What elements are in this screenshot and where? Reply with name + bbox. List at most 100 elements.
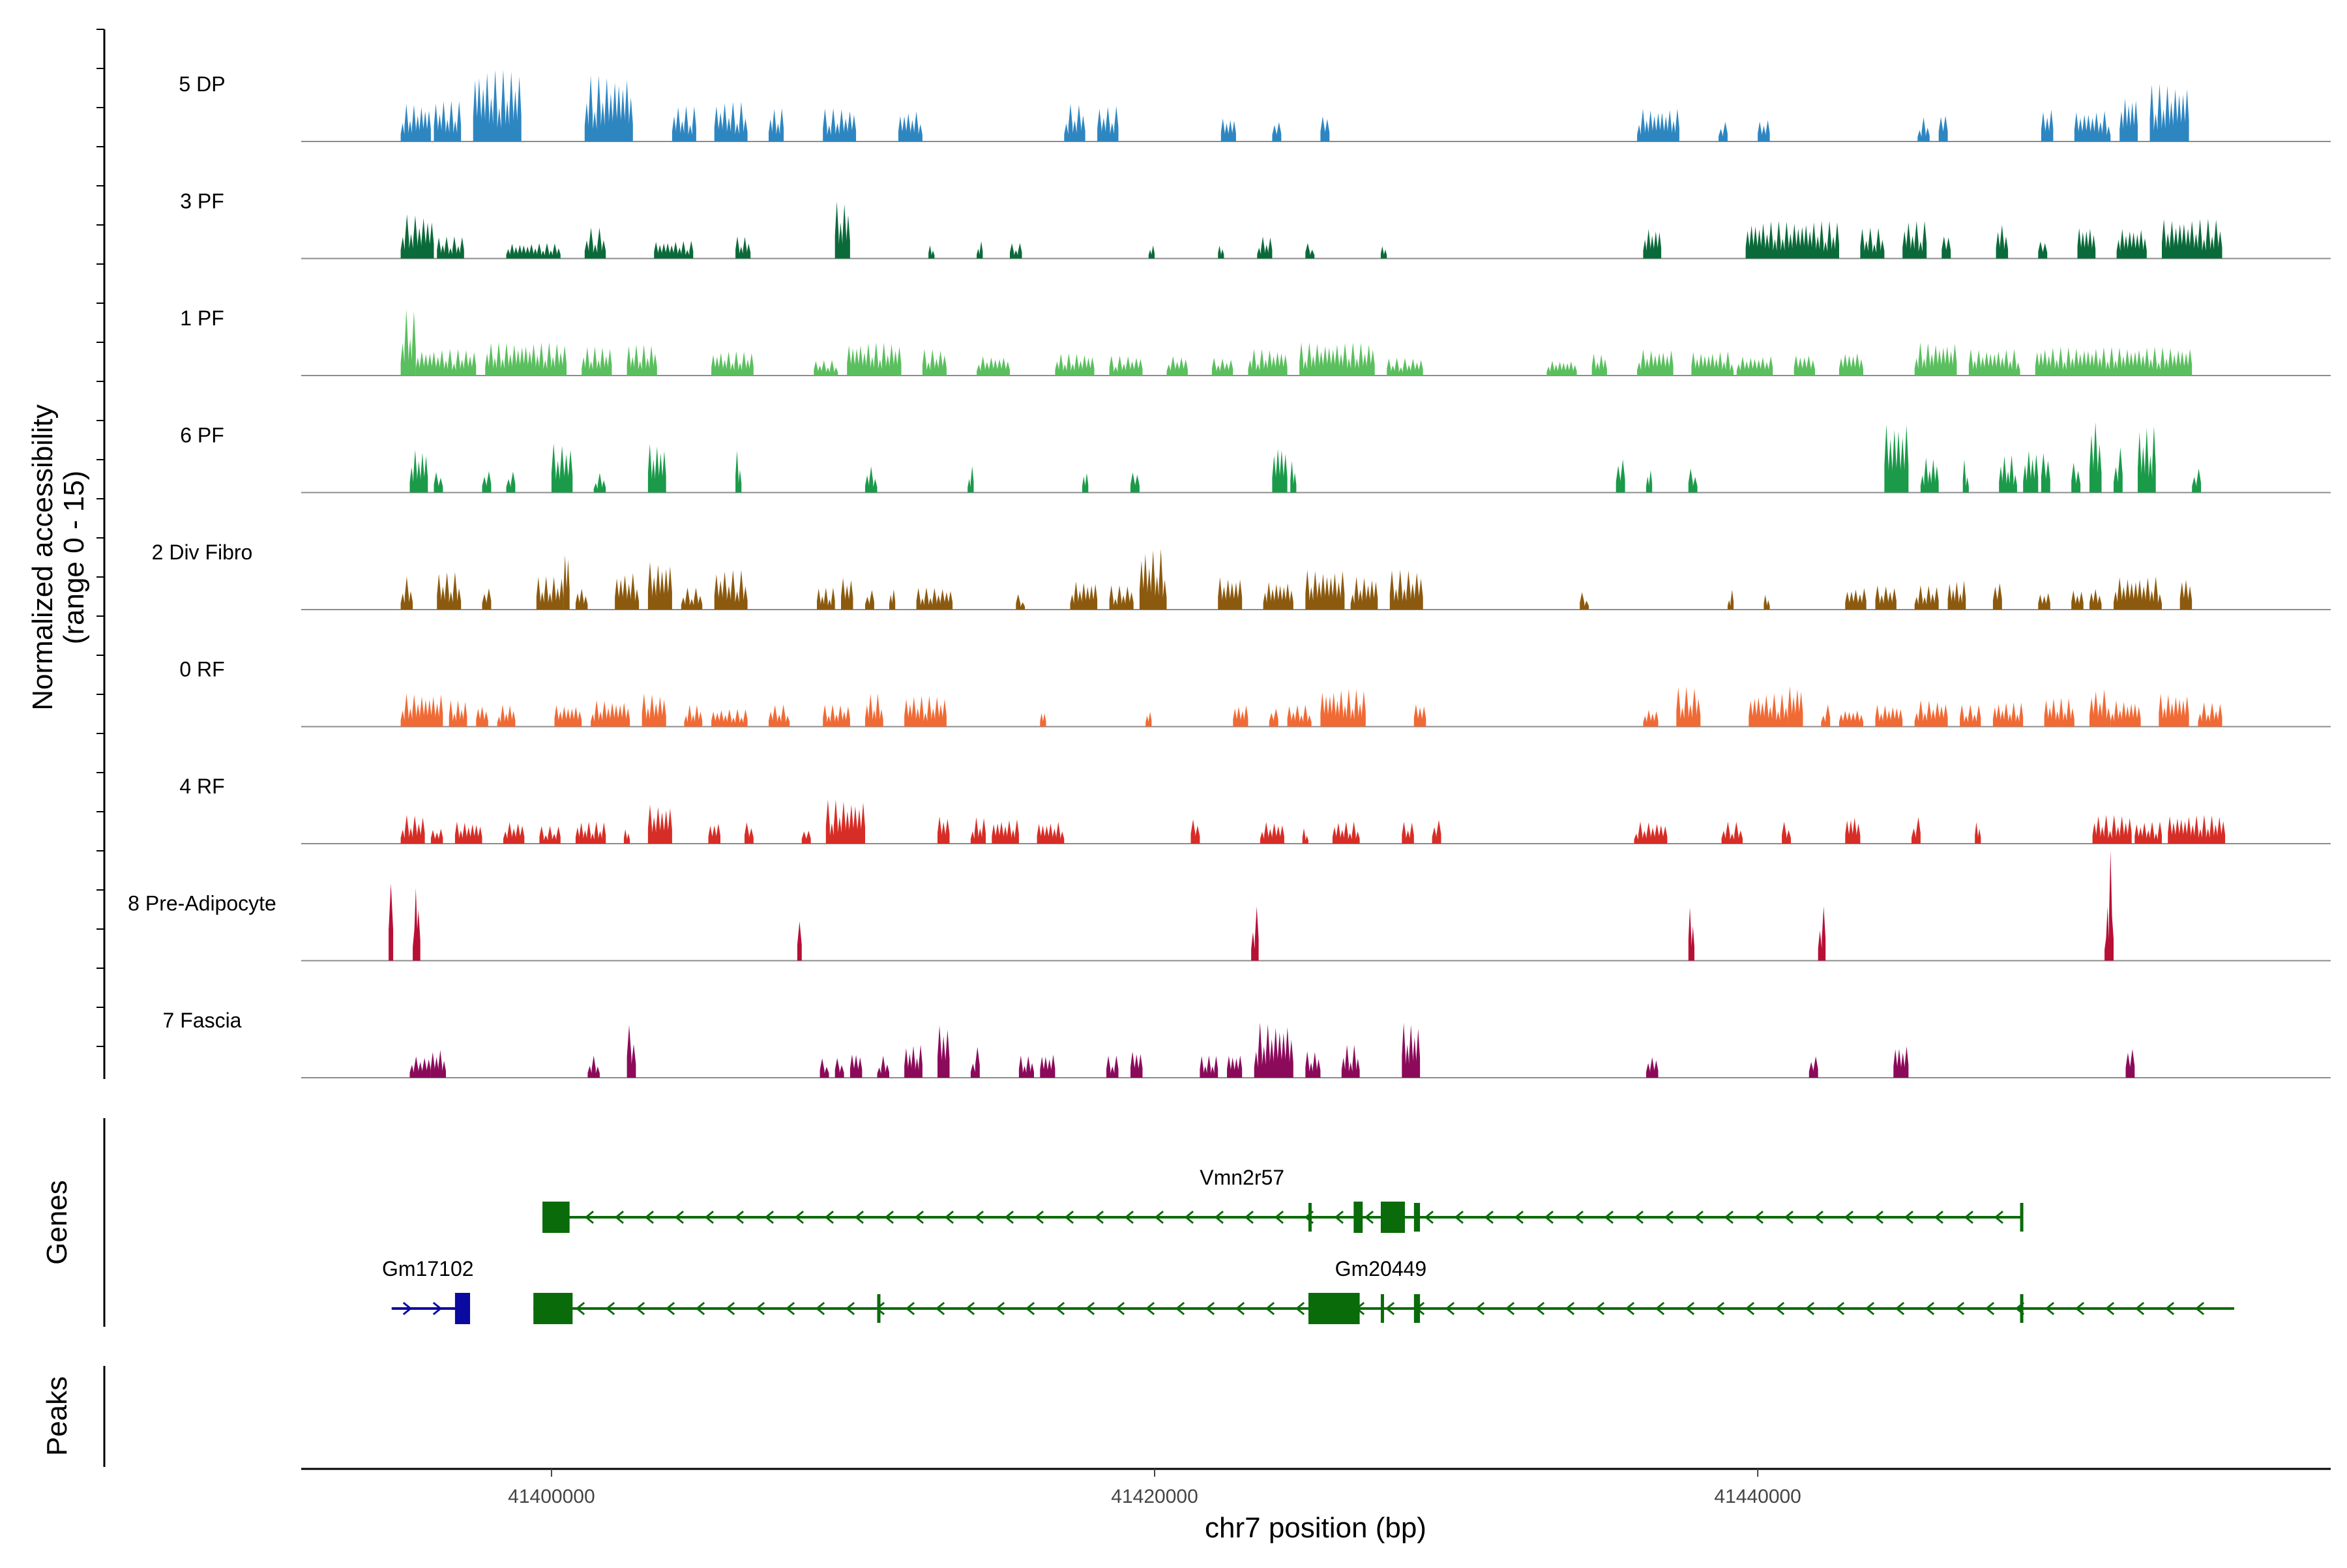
coverage-peak <box>865 466 878 493</box>
gene-label: Gm20449 <box>1335 1257 1427 1280</box>
coverage-peak <box>1875 704 1903 727</box>
strand-chevron <box>584 1210 594 1224</box>
coverage-peak <box>708 823 720 844</box>
coverage-peak <box>1721 821 1743 844</box>
strand-chevron <box>1505 1301 1515 1316</box>
coverage-peak <box>797 921 802 961</box>
coverage-peak <box>714 102 748 141</box>
strand-chevron <box>1175 1301 1185 1316</box>
strand-chevron <box>1544 1210 1554 1224</box>
strand-chevron <box>1775 1301 1785 1316</box>
coverage-peak <box>1884 424 1909 493</box>
strand-chevron <box>1424 1210 1434 1224</box>
strand-chevron <box>845 1301 855 1316</box>
coverage-peak <box>1917 117 1930 141</box>
coverage-peak <box>1302 828 1308 844</box>
track-6-pf: 6 PF <box>180 422 2331 494</box>
strand-chevron <box>1844 1210 1853 1224</box>
strand-chevron <box>1604 1210 1614 1224</box>
coverage-peak <box>593 473 606 493</box>
coverage-peak <box>1782 821 1791 844</box>
coverage-peak <box>409 1056 431 1078</box>
coverage-peak <box>1643 229 1662 259</box>
coverage-peak <box>1299 342 1375 376</box>
coverage-peak <box>970 817 986 844</box>
coverage-peak <box>1914 585 1939 610</box>
coverage-peak <box>449 700 467 727</box>
strand-chevron <box>1094 1210 1104 1224</box>
strand-chevron <box>974 1210 984 1224</box>
strand-chevron <box>1115 1301 1125 1316</box>
strand-chevron <box>1535 1301 1545 1316</box>
coverage-peak <box>414 888 418 961</box>
coverage-peak <box>497 704 516 727</box>
coverage-peak <box>1920 457 1939 493</box>
track-3-pf: 3 PF <box>180 190 2331 259</box>
coverage-peak <box>2198 702 2222 727</box>
coverage-peak <box>1130 1051 1143 1078</box>
coverage-peak <box>389 883 394 961</box>
coverage-peak <box>615 572 640 610</box>
coverage-peak <box>1845 818 1861 844</box>
coverage-peak <box>937 1025 950 1078</box>
track-label: 4 RF <box>179 775 224 798</box>
strand-chevron <box>1364 1210 1374 1224</box>
exon <box>454 1293 471 1324</box>
coverage-peak <box>977 241 983 259</box>
coverage-peak <box>1634 821 1668 844</box>
coverage-peak <box>400 309 416 376</box>
strand-chevron <box>1274 1210 1284 1224</box>
coverage-peak <box>400 214 434 259</box>
coverage-peak <box>1992 702 2024 727</box>
strand-chevron <box>1214 1210 1224 1224</box>
coverage-peak <box>482 471 492 493</box>
coverage-peak <box>647 561 672 610</box>
coverage-peak <box>2114 576 2162 610</box>
coverage-peak <box>1320 688 1366 727</box>
coverage-peak <box>1914 700 1948 727</box>
strand-chevron <box>2194 1301 2205 1316</box>
x-tick-label: 41400000 <box>508 1486 595 1507</box>
coverage-peak <box>503 822 525 844</box>
strand-chevron <box>854 1210 864 1224</box>
coverage-peak <box>1320 116 1330 141</box>
strand-chevron <box>575 1301 585 1316</box>
coverage-peak <box>2162 218 2222 259</box>
coverage-peak <box>1637 108 1679 141</box>
coverage-peak <box>1968 349 2020 376</box>
coverage-peak <box>849 1054 863 1078</box>
coverage-peak <box>582 346 612 376</box>
track-label: 0 RF <box>179 658 224 681</box>
strand-chevron <box>1334 1210 1344 1224</box>
coverage-peak <box>967 466 974 493</box>
exon <box>1353 1202 1363 1233</box>
coverage-peak <box>2125 1048 2135 1078</box>
strand-chevron <box>2074 1301 2085 1316</box>
coverage-peak <box>1875 585 1897 610</box>
coverage-peak <box>430 1050 446 1078</box>
strand-chevron <box>1925 1301 1935 1316</box>
strand-chevron <box>995 1301 1005 1316</box>
coverage-peak <box>1637 349 1674 376</box>
coverage-peak <box>1960 704 1981 727</box>
coverage-peak <box>1218 577 1243 610</box>
coverage-peak <box>834 1058 844 1078</box>
strand-chevron <box>1154 1210 1164 1224</box>
coverage-peak <box>1380 246 1387 259</box>
strand-chevron <box>1244 1210 1254 1224</box>
coverage-peak <box>1839 710 1863 727</box>
strand-chevron <box>665 1301 675 1316</box>
strand-chevron <box>1865 1301 1875 1316</box>
coverage-peak <box>1975 821 1981 844</box>
coverage-peak <box>400 814 425 844</box>
track-1-pf: 1 PF <box>180 306 2331 376</box>
y-axis-label-line2: (range 0 - 15) <box>58 471 90 645</box>
coverage-peak <box>1332 821 1360 844</box>
coverage-peak <box>400 576 413 610</box>
coverage-peak <box>2074 111 2111 141</box>
strand-chevron <box>644 1210 654 1224</box>
coverage-peak <box>769 704 790 727</box>
coverage-peak <box>735 450 742 493</box>
coverage-peak <box>1263 582 1293 610</box>
strand-chevron <box>1835 1301 1845 1316</box>
